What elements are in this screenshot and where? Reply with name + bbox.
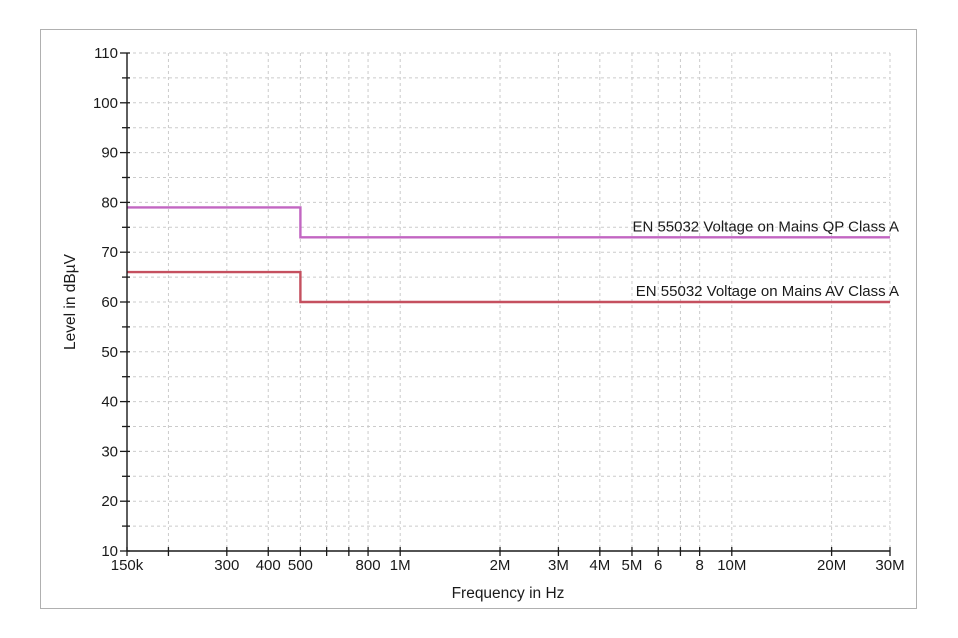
y-axis-title: Level in dBµV — [62, 253, 79, 350]
x-tick-label: 4M — [589, 557, 610, 574]
series-line-0 — [127, 206, 890, 239]
x-tick-label: 20M — [817, 557, 846, 574]
x-tick-label: 6 — [654, 557, 662, 574]
x-axis-title: Frequency in Hz — [452, 585, 565, 602]
axis-layer — [120, 52, 891, 556]
y-tick-label: 30 — [101, 443, 118, 460]
y-tick-label: 100 — [93, 95, 118, 112]
grid-layer — [127, 52, 891, 551]
y-tick-label: 110 — [94, 45, 118, 62]
x-tick-label: 800 — [356, 557, 381, 574]
series-label-1: EN 55032 Voltage on Mains AV Class A — [636, 283, 899, 300]
x-tick-label: 2M — [490, 557, 511, 574]
y-tick-label: 50 — [101, 344, 118, 361]
x-tick-label: 5M — [622, 557, 643, 574]
x-tick-label: 3M — [548, 557, 569, 574]
y-tick-label: 20 — [101, 493, 118, 510]
x-tick-label: 10M — [717, 557, 746, 574]
series-line-1 — [127, 270, 890, 304]
series-layer: EN 55032 Voltage on Mains QP Class A EN 5… — [127, 206, 899, 304]
x-tick-label: 150k — [111, 557, 144, 574]
y-tick-label: 10 — [101, 543, 118, 560]
y-tick-label: 70 — [101, 244, 118, 261]
x-tick-label: 1M — [390, 557, 411, 574]
y-tick-label: 90 — [101, 145, 118, 162]
x-tick-label: 500 — [288, 557, 313, 574]
y-tick-label: 40 — [101, 394, 118, 411]
y-tick-label: 80 — [101, 194, 118, 211]
x-tick-label: 300 — [214, 557, 239, 574]
chart-panel: EN 55032 Voltage on Mains QP Class A EN 5… — [40, 29, 917, 609]
x-tick-label: 8 — [695, 557, 703, 574]
series-label-0: EN 55032 Voltage on Mains QP Class A — [632, 218, 899, 235]
x-tick-label: 30M — [875, 557, 904, 574]
tick-label-layer: 150k 300 400 500 800 1M 2M 3M 4M 5M 6 8 10M 20M 30M 10 2… — [93, 45, 905, 574]
x-tick-label: 400 — [256, 557, 281, 574]
emc-limit-line-chart: EN 55032 Voltage on Mains QP Class A EN 5… — [62, 45, 905, 602]
y-tick-label: 60 — [101, 294, 118, 311]
